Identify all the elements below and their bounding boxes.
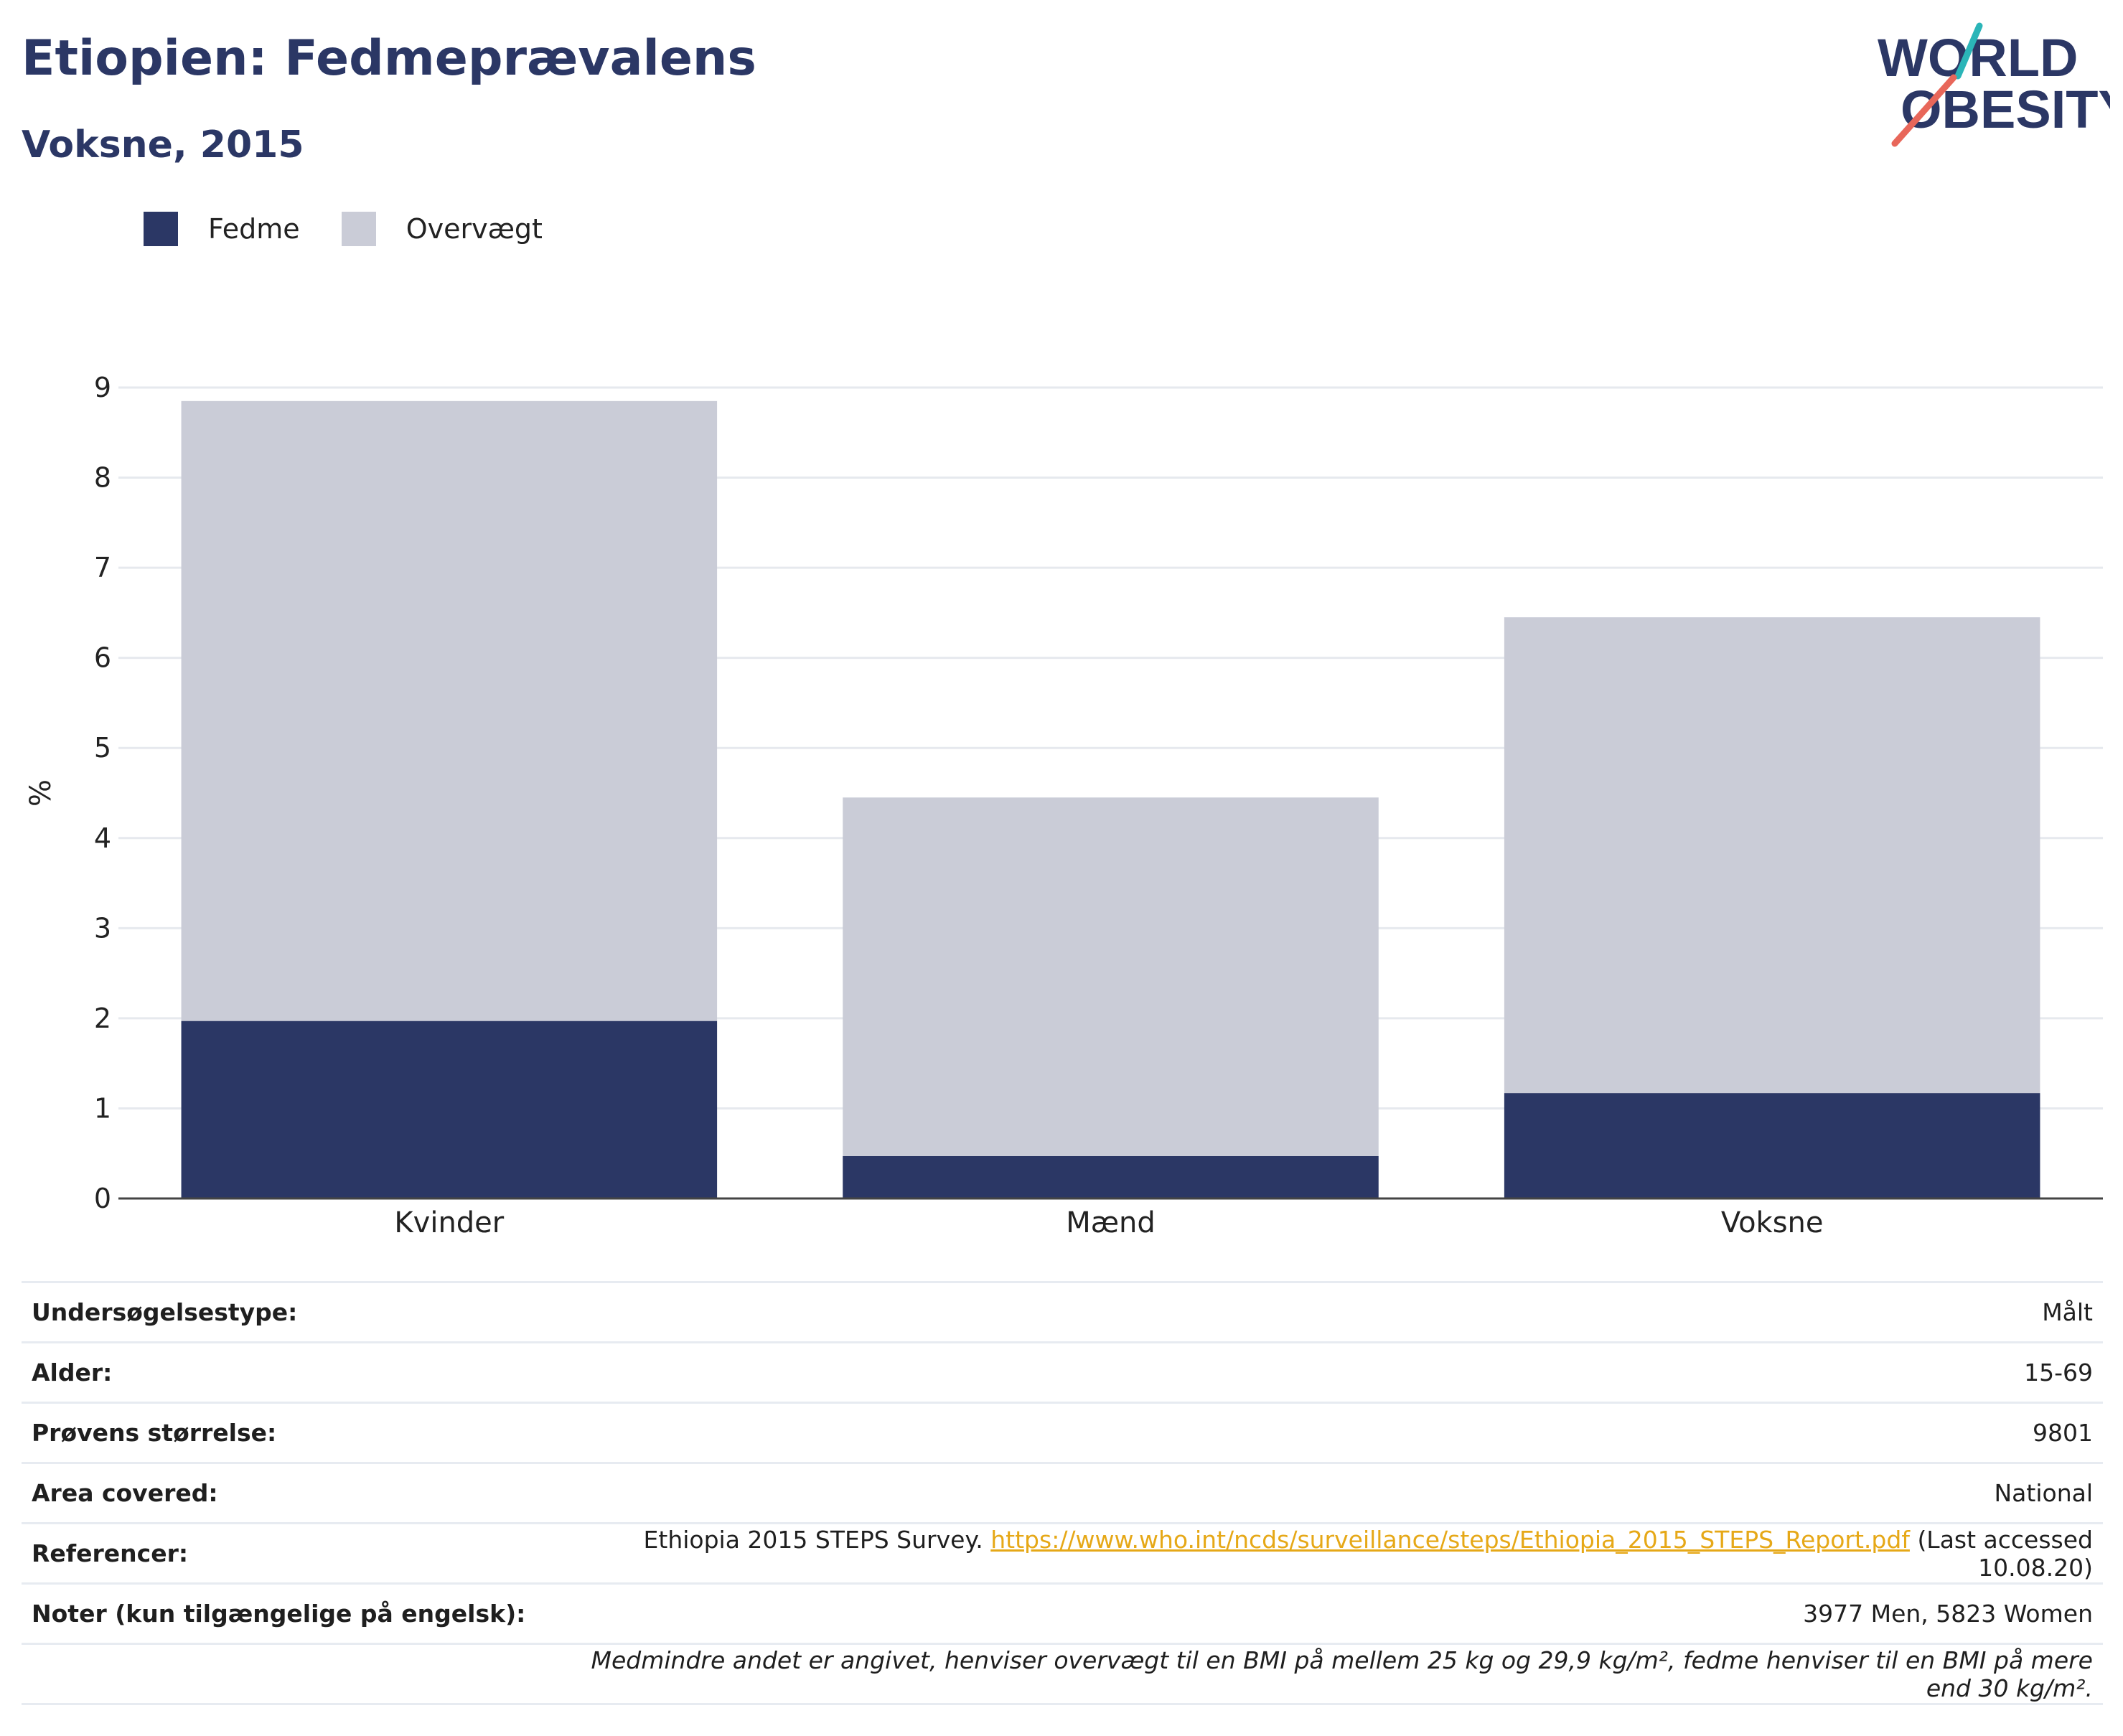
y-tick-label: 0 [94,1183,111,1214]
bar-overvaegt [181,400,718,1021]
info-value-age: 15-69 [535,1341,2103,1403]
info-value-notes: 3977 Men, 5823 Women [535,1582,2103,1644]
definition-footnote: Medmindre andet er angivet, henviser ove… [535,1643,2103,1705]
y-tick-label: 4 [94,822,111,854]
logo-coral-slash [1891,74,1957,147]
info-row: Referencer: Ethiopia 2015 STEPS Survey. … [22,1522,2103,1584]
info-row: Area covered: National [22,1462,2103,1524]
logo-teal-slash [1954,22,1983,80]
y-tick-label: 5 [94,732,111,764]
y-axis-label: % [24,779,57,807]
logo-line2: OBESITY [1901,80,2110,139]
legend-label-overvaegt: Overvægt [406,213,543,245]
reference-link[interactable]: https://www.who.int/ncds/surveillance/st… [990,1525,1910,1554]
world-obesity-logo: WORLD OBESITY [1878,22,2110,147]
chart-subtitle: Voksne, 2015 [22,123,304,166]
info-row: Noter (kun tilgængelige på engelsk): 397… [22,1582,2103,1644]
info-value-survey-type: Målt [535,1281,2103,1343]
x-tick-label: Voksne [1721,1206,1824,1239]
info-label-area-covered: Area covered: [22,1462,536,1524]
info-label-references: Referencer: [22,1522,536,1584]
info-row: Undersøgelsestype: Målt [22,1281,2103,1343]
info-label-sample-size: Prøvens størrelse: [22,1402,536,1463]
y-tick-label: 9 [94,372,111,403]
y-tick-label: 7 [94,552,111,583]
survey-info-table: Undersøgelsestype: Målt Alder: 15-69 Prø… [22,1281,2103,1705]
info-value-area-covered: National [535,1462,2103,1524]
info-label-empty [22,1643,536,1705]
legend-swatch-fedme [144,212,178,246]
legend-item-fedme[interactable]: Fedme [144,212,300,246]
chart-legend: Fedme Overvægt [144,212,584,246]
y-tick-label: 6 [94,642,111,674]
info-row: Prøvens størrelse: 9801 [22,1402,2103,1463]
y-tick-label: 2 [94,1003,111,1034]
info-label-age: Alder: [22,1341,536,1403]
bar-overvaegt [1504,617,2040,1094]
reference-text: Ethiopia 2015 STEPS Survey. [643,1525,983,1554]
info-row: Alder: 15-69 [22,1341,2103,1403]
bar-fedme [181,1021,718,1198]
legend-label-fedme: Fedme [208,213,300,245]
bar-fedme [843,1155,1379,1198]
reference-suffix: (Last accessed 10.08.20) [1917,1525,2093,1582]
info-row: Medmindre andet er angivet, henviser ove… [22,1643,2103,1705]
info-value-sample-size: 9801 [535,1402,2103,1463]
x-tick-label: Kvinder [394,1206,504,1239]
legend-item-overvaegt[interactable]: Overvægt [341,212,543,246]
bar-overvaegt [843,797,1379,1156]
legend-swatch-overvaegt [341,212,376,246]
info-label-survey-type: Undersøgelsestype: [22,1281,536,1343]
y-tick-label: 1 [94,1092,111,1124]
info-value-references: Ethiopia 2015 STEPS Survey. https://www.… [535,1522,2103,1584]
bar-chart: 0 1 2 3 4 5 6 7 8 9% Kvinder Mænd Voksne [24,372,2103,1239]
bar-fedme [1504,1093,2040,1198]
y-tick-label: 8 [94,462,111,494]
chart-title: Etiopien: Fedmeprævalens [22,30,756,87]
x-tick-label: Mænd [1066,1206,1156,1239]
info-label-notes: Noter (kun tilgængelige på engelsk): [22,1582,536,1644]
logo-line1: WORLD [1878,28,2079,88]
y-tick-label: 3 [94,912,111,944]
